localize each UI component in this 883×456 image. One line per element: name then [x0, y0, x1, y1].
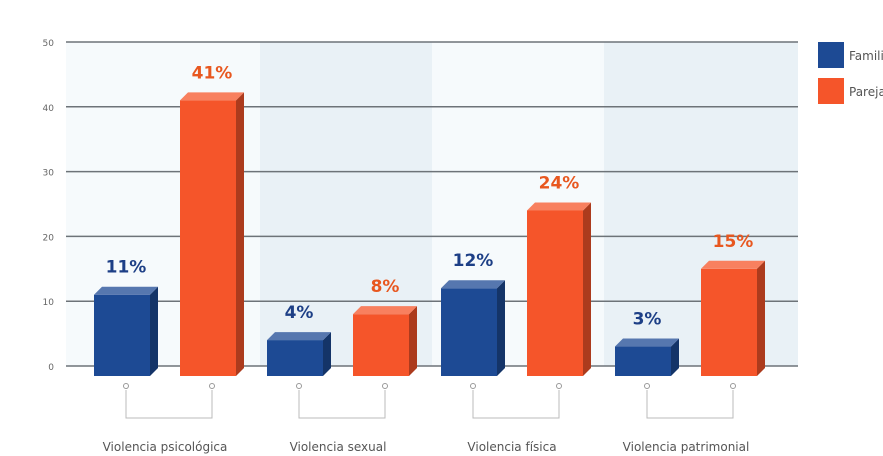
category-label: Violencia sexual — [290, 440, 387, 454]
bar-famili-3 — [615, 338, 679, 376]
legend-swatch-famili — [818, 42, 844, 68]
data-label-famili-0: 11% — [106, 258, 147, 278]
plot-background-bands — [66, 42, 798, 366]
category-label: Violencia psicológica — [103, 440, 228, 454]
category-bracket — [644, 383, 736, 419]
data-label-famili-1: 4% — [285, 303, 314, 323]
bar-top — [527, 202, 591, 211]
bar-top — [615, 338, 679, 347]
data-label-pareja-0: 41% — [192, 63, 233, 83]
bracket-dot — [556, 383, 562, 389]
bracket-line — [472, 390, 560, 419]
bar-side — [150, 286, 158, 376]
bar-top — [353, 306, 417, 315]
data-label-pareja-1: 8% — [371, 277, 400, 297]
y-tick-label: 50 — [43, 39, 55, 49]
bar-famili-2 — [441, 280, 505, 376]
legend: Famili Pareja — [818, 42, 883, 104]
bar-famili-1 — [267, 332, 331, 376]
category-bracket — [296, 383, 388, 419]
y-axis-tick-labels: 0 10 20 30 40 50 — [43, 39, 55, 373]
bracket-dot — [296, 383, 302, 389]
bracket-line — [298, 390, 386, 419]
bracket-dot — [470, 383, 476, 389]
bar-front — [441, 288, 497, 376]
bar-side — [497, 280, 505, 376]
bar-front — [180, 100, 236, 376]
bar-top — [267, 332, 331, 341]
bracket-line — [646, 390, 734, 419]
bracket-dot — [209, 383, 215, 389]
bar-side — [583, 202, 591, 376]
bar-famili-0 — [94, 286, 158, 376]
bar-pareja-3 — [701, 260, 765, 376]
legend-swatch-pareja — [818, 78, 844, 104]
category-label: Violencia física — [467, 440, 556, 454]
bar-side — [236, 92, 244, 376]
y-tick-label: 40 — [43, 104, 55, 114]
y-tick-label: 30 — [43, 169, 55, 179]
data-label-famili-3: 3% — [633, 310, 662, 330]
legend-label-famili: Famili — [849, 49, 883, 63]
bar-front — [615, 346, 671, 376]
bar-front — [267, 340, 323, 376]
bracket-line — [125, 390, 213, 419]
y-tick-label: 10 — [43, 298, 55, 308]
data-label-pareja-2: 24% — [539, 173, 580, 193]
bar-side — [323, 332, 331, 376]
bar-pareja-1 — [353, 306, 417, 376]
bar-pareja-0 — [180, 92, 244, 376]
bar-front — [353, 314, 409, 376]
bar-side — [409, 306, 417, 376]
bracket-dot — [382, 383, 388, 389]
bracket-dot — [730, 383, 736, 389]
y-tick-label: 0 — [48, 363, 54, 373]
x-axis-category-labels: Violencia psicológica Violencia sexual V… — [103, 440, 750, 454]
bar-front — [701, 268, 757, 376]
bracket-dot — [123, 383, 129, 389]
category-label: Violencia patrimonial — [623, 440, 750, 454]
bar-side — [671, 338, 679, 376]
bar-pareja-2 — [527, 202, 591, 376]
bar-front — [527, 210, 583, 376]
data-label-famili-2: 12% — [453, 251, 494, 271]
category-bracket — [470, 383, 562, 419]
data-label-pareja-3: 15% — [713, 232, 754, 252]
category-bracket — [123, 383, 215, 419]
bar-front — [94, 294, 150, 376]
bracket-dot — [644, 383, 650, 389]
category-brackets — [123, 383, 736, 419]
data-labels: 11% 4% 12% 3% 41% 8% 24% 15% — [106, 63, 754, 329]
bars — [94, 92, 765, 376]
y-tick-label: 20 — [43, 233, 55, 243]
bar-top — [180, 92, 244, 101]
legend-label-pareja: Pareja — [849, 85, 883, 99]
bar-top — [441, 280, 505, 289]
bar-top — [701, 260, 765, 269]
bar-side — [757, 260, 765, 376]
bar-top — [94, 286, 158, 295]
